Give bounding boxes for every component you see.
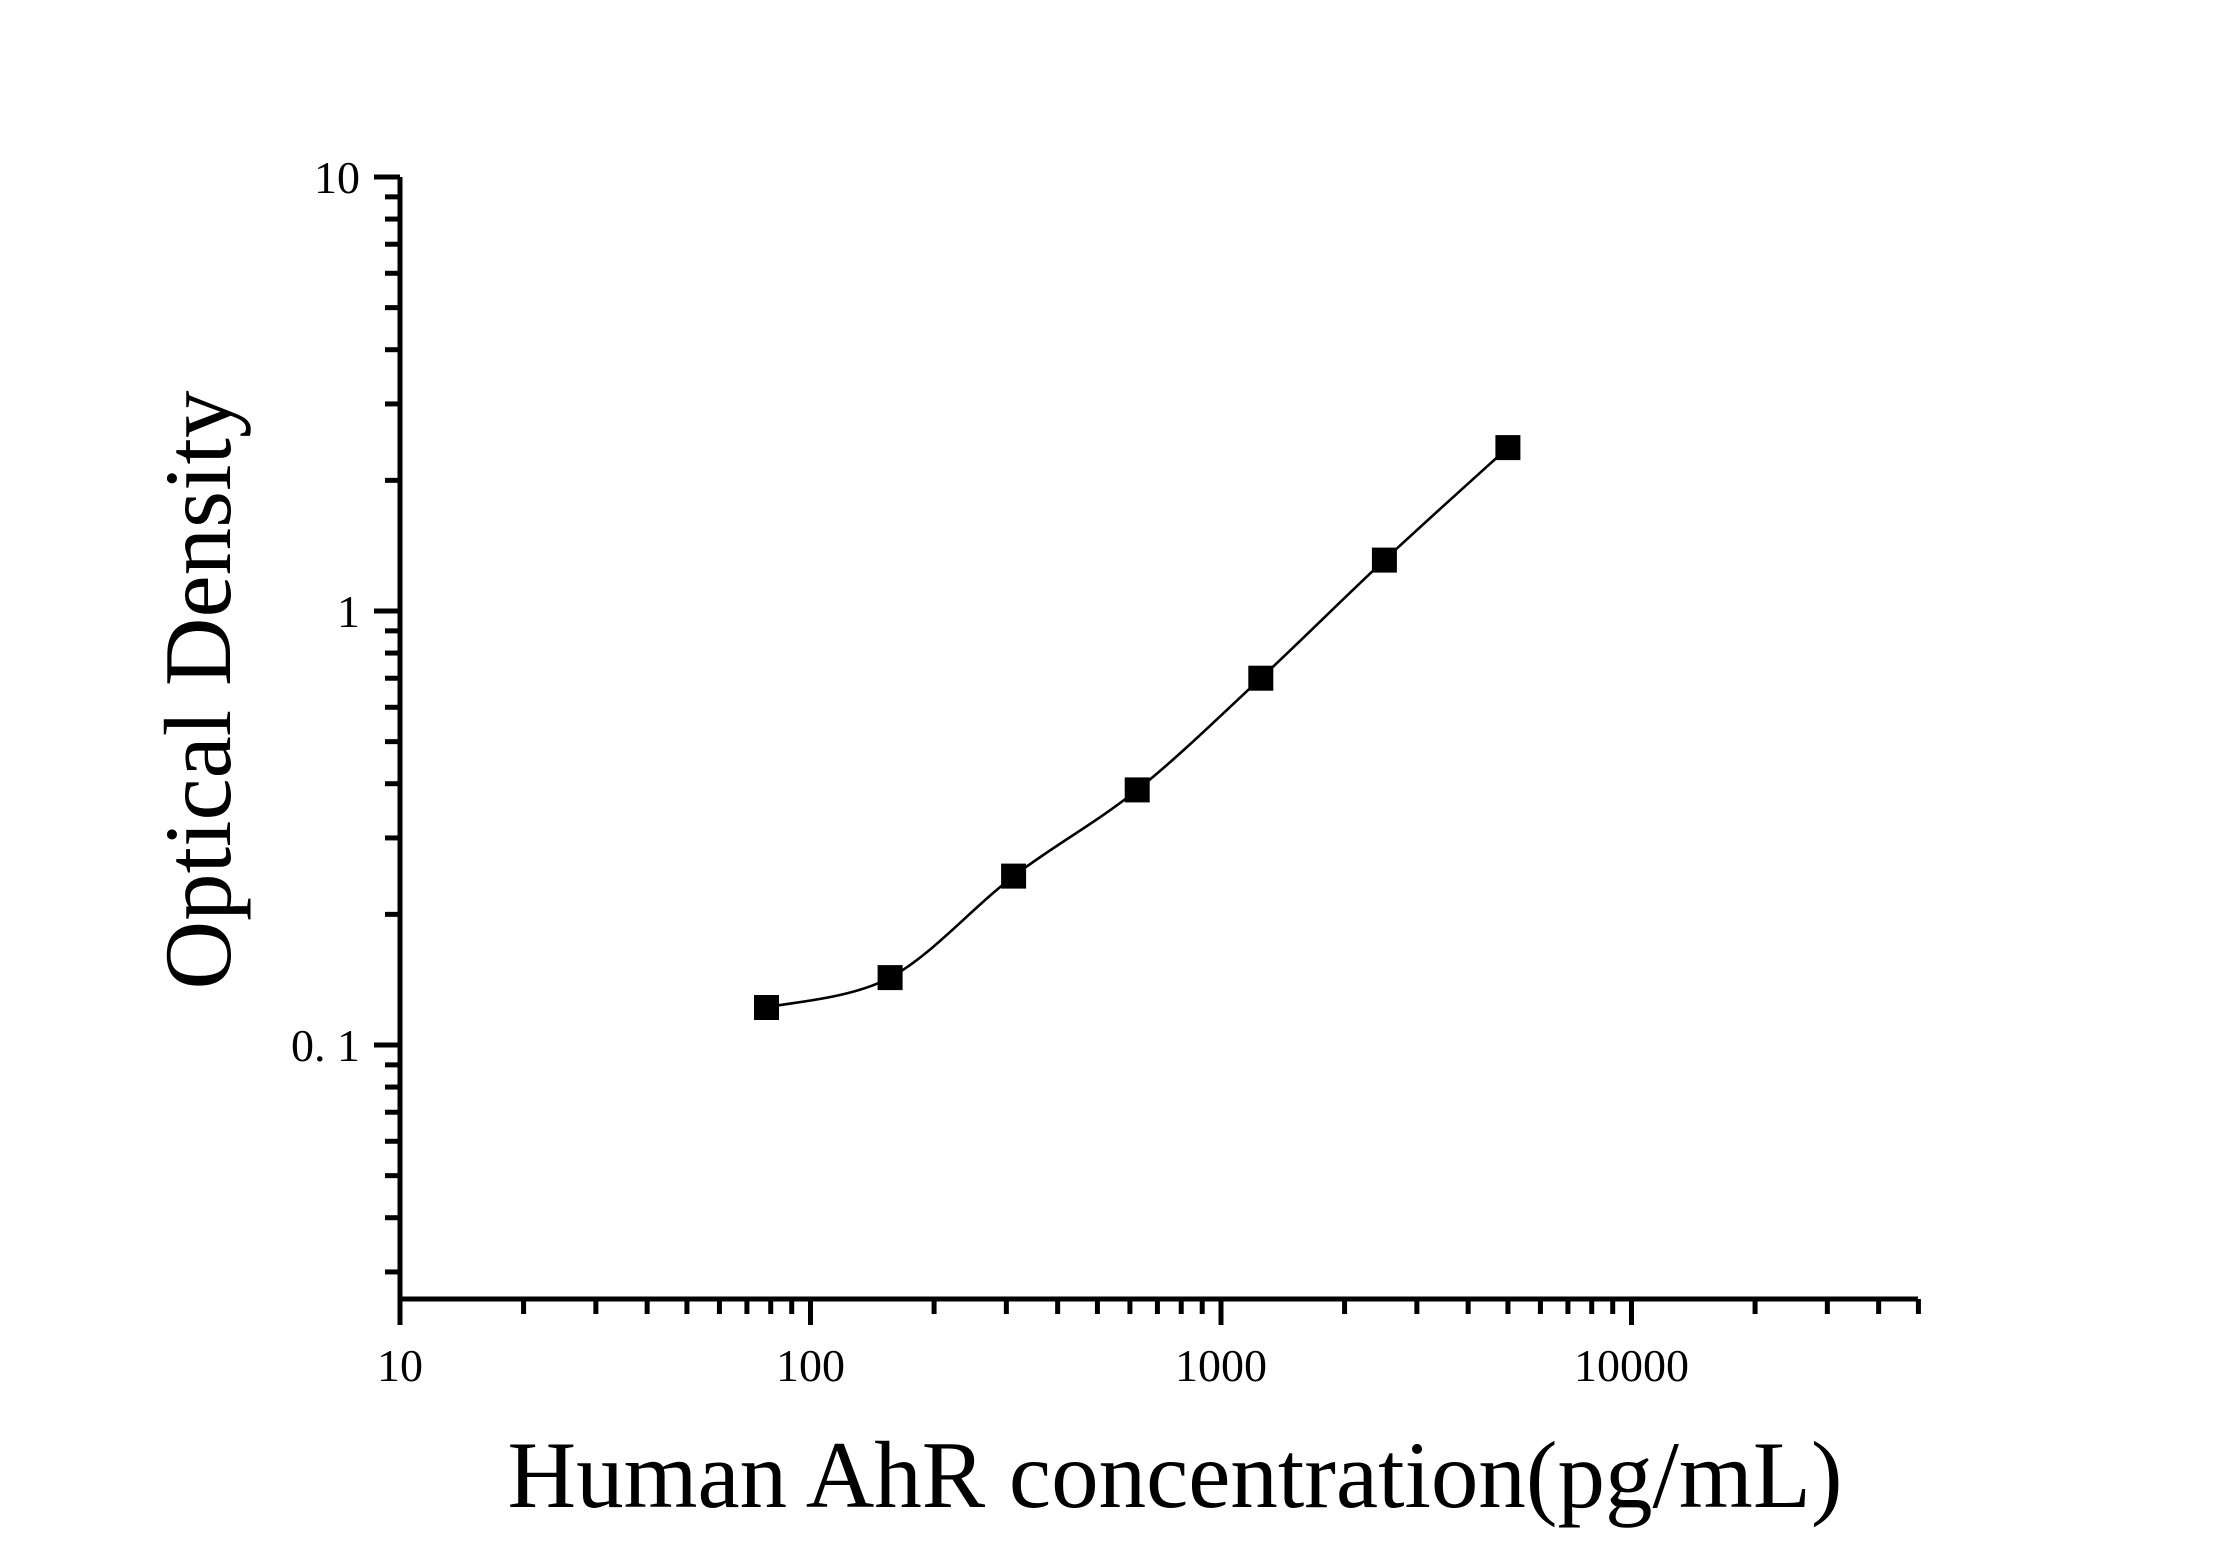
y-axis-tick-label: 1	[337, 586, 360, 637]
data-point-marker	[877, 965, 903, 991]
data-point-marker	[1124, 777, 1150, 803]
x-axis-tick-label: 10000	[1574, 1340, 1689, 1391]
y-axis-tick-label: 0. 1	[291, 1020, 360, 1071]
data-point-marker	[754, 995, 779, 1020]
data-point-marker	[1248, 665, 1274, 691]
x-axis-tick-label: 1000	[1175, 1340, 1267, 1391]
y-axis-title: Optical Density	[145, 390, 251, 990]
data-point-marker	[1371, 547, 1397, 573]
data-point-marker	[1001, 863, 1027, 889]
x-axis-title: Human AhR concentration(pg/mL)	[507, 1422, 1843, 1528]
data-point-marker	[1495, 435, 1521, 461]
x-axis-tick-label: 100	[776, 1340, 845, 1391]
y-axis-tick-label: 10	[314, 152, 360, 203]
x-axis-tick-label: 10	[377, 1340, 423, 1391]
standard-curve-line	[766, 446, 1509, 1009]
